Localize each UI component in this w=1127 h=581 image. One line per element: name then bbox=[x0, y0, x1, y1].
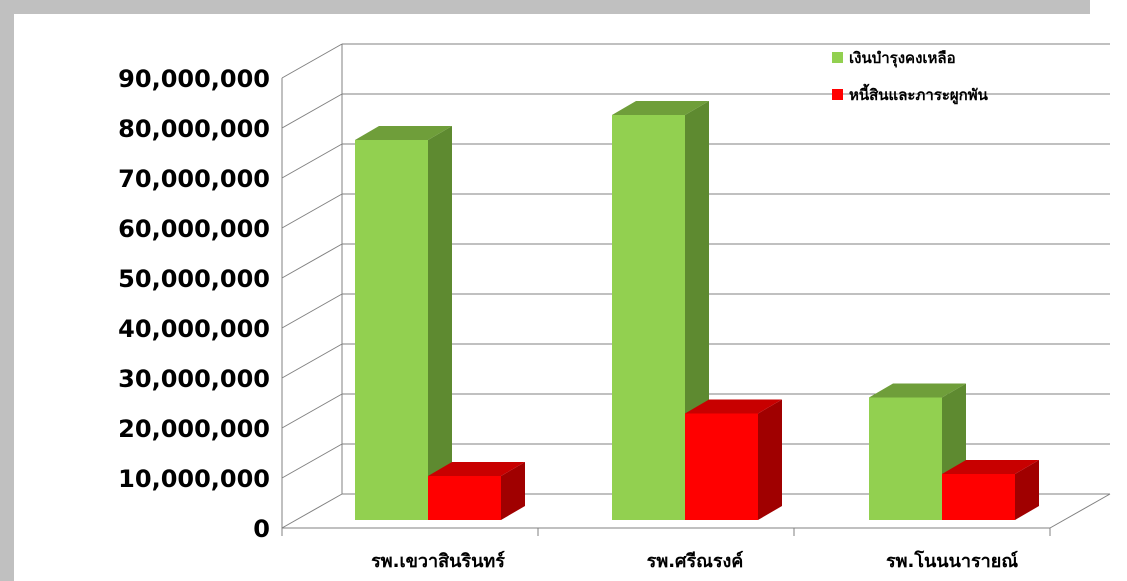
y-tick-label: 60,000,000 bbox=[118, 215, 270, 243]
side-gridline bbox=[281, 193, 343, 229]
y-tick-label: 30,000,000 bbox=[118, 365, 270, 393]
side-gridline bbox=[281, 293, 343, 329]
bar-top bbox=[428, 462, 525, 476]
bar-top bbox=[942, 460, 1039, 474]
gridlines bbox=[281, 43, 1111, 529]
bar-top bbox=[612, 101, 709, 115]
frame-top-border bbox=[0, 0, 1090, 14]
bar bbox=[612, 115, 685, 520]
bar-top bbox=[355, 126, 452, 140]
side-gridline bbox=[281, 43, 343, 79]
y-tick-label: 10,000,000 bbox=[118, 465, 270, 493]
side-gridline bbox=[281, 393, 343, 429]
side-gridline bbox=[281, 243, 343, 279]
side-gridline bbox=[281, 93, 343, 129]
y-tick-label: 20,000,000 bbox=[118, 415, 270, 443]
bar-side bbox=[1015, 460, 1039, 520]
y-tick-label: 90,000,000 bbox=[118, 65, 270, 93]
x-tick-label: รพ.โนนนารายณ์ bbox=[886, 550, 1018, 572]
bar bbox=[685, 413, 758, 520]
frame-right-edge bbox=[1110, 0, 1127, 14]
bar-top bbox=[869, 383, 966, 398]
bar-side bbox=[501, 462, 525, 520]
y-tick-label: 40,000,000 bbox=[118, 315, 270, 343]
bar bbox=[355, 140, 428, 520]
frame-left-border bbox=[0, 0, 14, 581]
side-gridline bbox=[281, 143, 343, 179]
bars bbox=[355, 101, 1039, 520]
x-tick-label: รพ.ศรีณรงค์ bbox=[647, 550, 744, 572]
x-axis: รพ.เขวาสินรินทร์ รพ.ศรีณรงค์ รพ.โนนนารายณ์ bbox=[281, 528, 1051, 572]
y-tick-label: 50,000,000 bbox=[118, 265, 270, 293]
legend-swatch-green bbox=[832, 52, 843, 63]
floor-right-edge bbox=[1049, 493, 1111, 529]
bar bbox=[942, 474, 1015, 520]
y-tick-label: 70,000,000 bbox=[118, 165, 270, 193]
side-gridline bbox=[281, 443, 343, 479]
y-tick-label: 0 bbox=[253, 515, 270, 543]
side-gridline bbox=[281, 343, 343, 379]
legend-label-liabilities: หนี้สินและภาระผูกพัน bbox=[849, 83, 989, 105]
legend: เงินบำรุงคงเหลือ หนี้สินและภาระผูกพัน bbox=[832, 49, 989, 105]
bar bbox=[869, 397, 942, 520]
x-tick-label: รพ.เขวาสินรินทร์ bbox=[371, 550, 505, 572]
y-tick-label: 80,000,000 bbox=[118, 115, 270, 143]
bar-side bbox=[758, 399, 782, 520]
legend-label-remaining-funds: เงินบำรุงคงเหลือ bbox=[849, 49, 956, 68]
bar-side bbox=[428, 126, 452, 520]
bar bbox=[428, 476, 501, 520]
bar-top bbox=[685, 399, 782, 414]
y-axis: 0 10,000,000 20,000,000 30,000,000 40,000,00… bbox=[118, 65, 270, 543]
side-gridline bbox=[281, 493, 343, 529]
legend-swatch-red bbox=[832, 89, 843, 100]
